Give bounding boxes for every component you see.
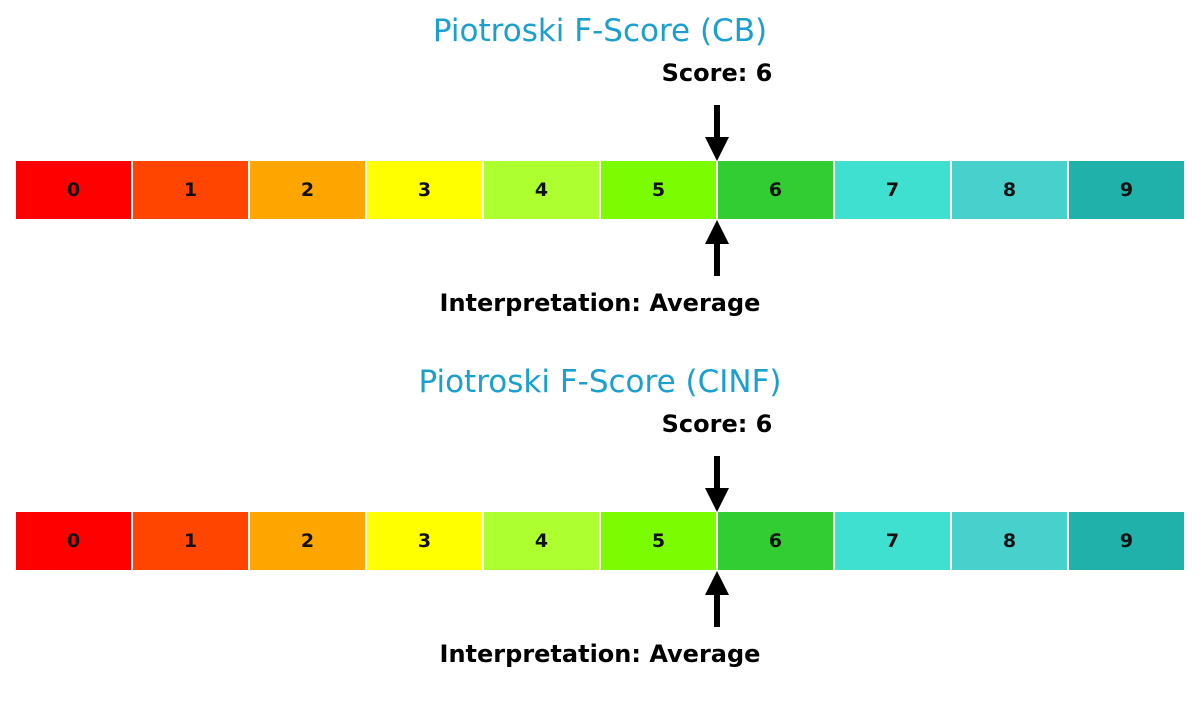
interpretation-label: Interpretation: Average [439,640,761,668]
segment-0: 0 [16,512,133,570]
segment-4: 4 [484,512,601,570]
score-bar: 0 1 2 3 4 5 6 7 8 9 [16,512,1184,570]
segment-8: 8 [952,512,1069,570]
arrow-up-icon [702,571,732,627]
segment-2: 2 [250,161,367,219]
fscore-panel-cinf: Piotroski F-Score (CINF) Score: 6 0 1 2 … [0,351,1200,702]
segment-5: 5 [601,161,718,219]
arrow-down-icon [702,456,732,512]
segment-6: 6 [718,512,835,570]
chart-title: Piotroski F-Score (CB) [432,13,768,49]
segment-1: 1 [133,161,250,219]
score-label: Score: 6 [661,410,773,438]
interpretation-label: Interpretation: Average [439,289,761,317]
segment-5: 5 [601,512,718,570]
fscore-panel-cb: Piotroski F-Score (CB) Score: 6 0 1 2 3 … [16,13,1184,317]
segment-7: 7 [835,512,952,570]
segment-8: 8 [952,161,1069,219]
score-bar: 0 1 2 3 4 5 6 7 8 9 [16,161,1184,219]
arrow-down-icon [702,105,732,161]
segment-6: 6 [718,161,835,219]
segment-7: 7 [835,161,952,219]
segment-1: 1 [133,512,250,570]
segment-0: 0 [16,161,133,219]
segment-2: 2 [250,512,367,570]
segment-3: 3 [367,512,484,570]
arrow-up-icon [702,220,732,276]
score-label: Score: 6 [661,59,773,87]
segment-9: 9 [1069,161,1184,219]
chart-title: Piotroski F-Score (CINF) [418,364,782,400]
segment-4: 4 [484,161,601,219]
segment-9: 9 [1069,512,1184,570]
segment-3: 3 [367,161,484,219]
